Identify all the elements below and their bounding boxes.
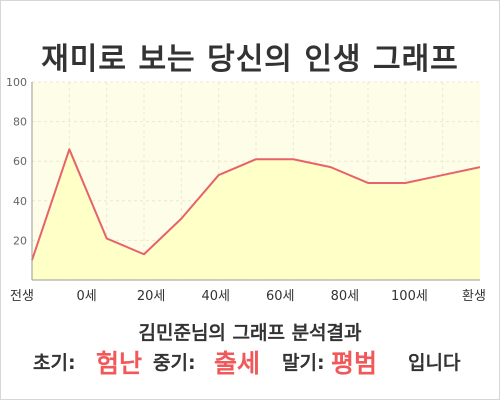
x-tick-label: 60세: [266, 289, 295, 304]
x-tick-label: 20세: [137, 289, 166, 304]
x-tick-label: 80세: [331, 289, 360, 304]
mid-label: 중기:: [153, 352, 196, 374]
y-tick-label: 60: [13, 155, 27, 168]
early-label: 초기:: [33, 352, 76, 374]
mid-value: 출세: [214, 349, 261, 378]
series-line: [31, 148, 481, 261]
analysis-subtitle: 김민준님의 그래프 분석결과: [138, 322, 362, 344]
y-tick-label: 80: [13, 116, 27, 129]
x-tick-label: 전생: [10, 289, 34, 304]
x-tick-label: 환생: [462, 289, 486, 304]
x-tick-label: 100세: [391, 289, 428, 304]
x-tick-label: 40세: [201, 289, 230, 304]
y-tick-label: 100: [6, 76, 27, 89]
early-value: 험난: [96, 349, 143, 378]
area-fill: [32, 149, 480, 280]
late-value: 평범: [331, 349, 378, 378]
result-ending: 입니다: [408, 352, 461, 374]
chart-title: 재미로 보는 당신의 인생 그래프: [41, 42, 459, 77]
y-tick-label: 40: [13, 195, 27, 208]
x-tick-label: 0세: [76, 289, 96, 304]
late-label: 말기:: [282, 352, 325, 374]
y-tick-label: 20: [13, 234, 27, 247]
